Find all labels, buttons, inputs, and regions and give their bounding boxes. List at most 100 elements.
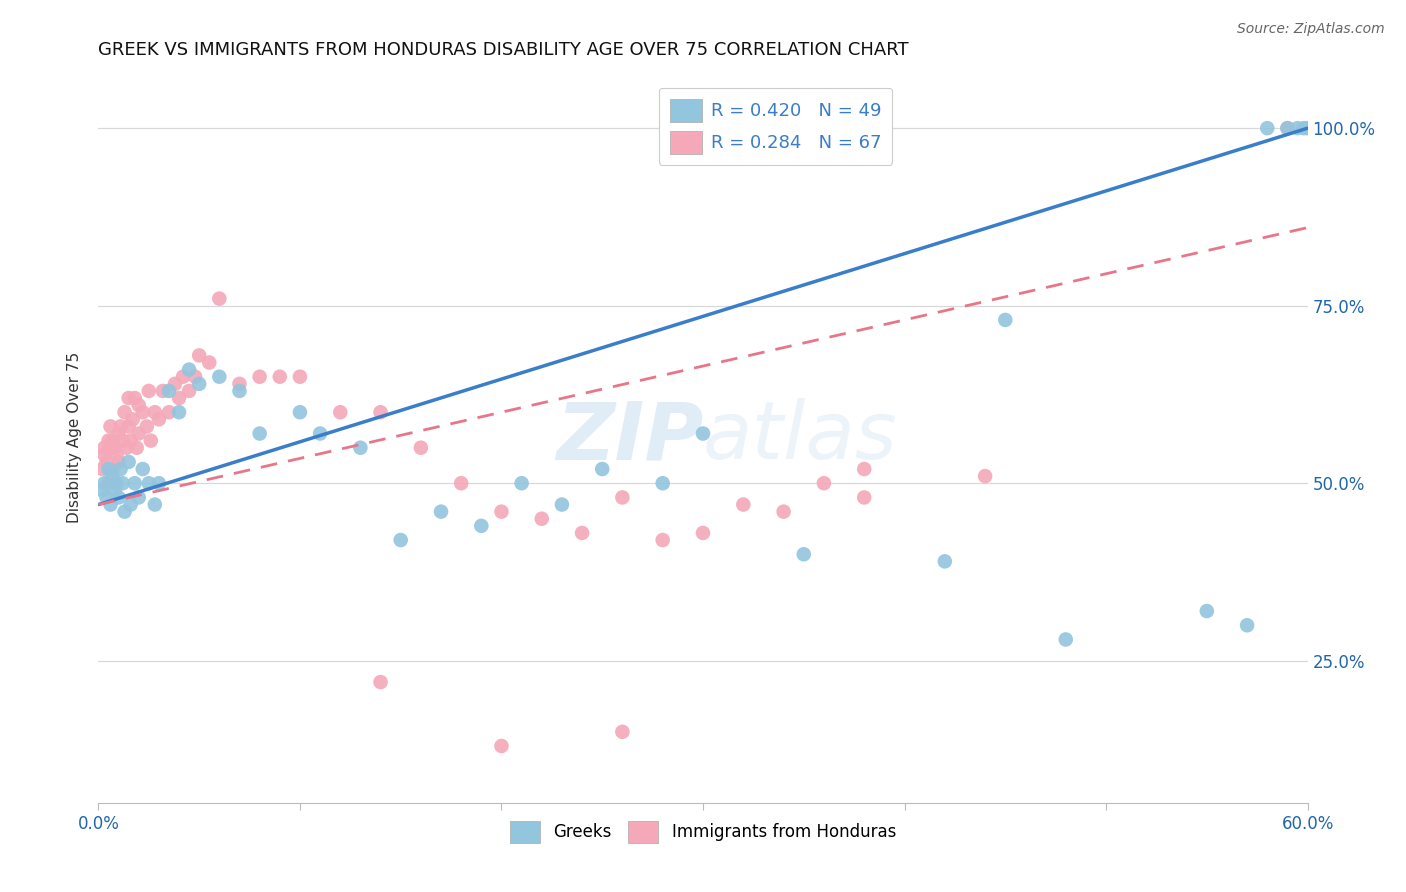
Point	[143, 405, 166, 419]
Point	[813, 476, 835, 491]
Point	[1195, 604, 1218, 618]
Point	[97, 434, 120, 448]
Point	[934, 554, 956, 568]
Point	[115, 441, 138, 455]
Point	[139, 434, 162, 448]
Point	[733, 498, 755, 512]
Point	[612, 491, 634, 505]
Point	[97, 476, 120, 491]
Point	[120, 434, 142, 448]
Point	[107, 426, 129, 441]
Point	[103, 441, 125, 455]
Point	[692, 525, 714, 540]
Point	[120, 498, 142, 512]
Point	[430, 505, 453, 519]
Point	[121, 412, 143, 426]
Point	[135, 419, 157, 434]
Point	[349, 441, 371, 455]
Point	[1256, 121, 1278, 136]
Point	[450, 476, 472, 491]
Point	[101, 462, 124, 476]
Text: GREEK VS IMMIGRANTS FROM HONDURAS DISABILITY AGE OVER 75 CORRELATION CHART: GREEK VS IMMIGRANTS FROM HONDURAS DISABI…	[98, 41, 910, 59]
Point	[974, 469, 997, 483]
Point	[163, 376, 186, 391]
Point	[228, 376, 250, 391]
Point	[651, 476, 673, 491]
Point	[132, 405, 155, 419]
Point	[772, 505, 794, 519]
Point	[111, 434, 134, 448]
Point	[132, 462, 155, 476]
Point	[288, 405, 311, 419]
Point	[100, 498, 122, 512]
Point	[228, 384, 250, 398]
Point	[188, 376, 211, 391]
Point	[1296, 121, 1319, 136]
Point	[97, 462, 120, 476]
Point	[1286, 121, 1309, 136]
Point	[1277, 121, 1299, 136]
Point	[114, 405, 136, 419]
Point	[93, 448, 115, 462]
Point	[530, 512, 553, 526]
Point	[198, 355, 221, 369]
Point	[1054, 632, 1077, 647]
Point	[994, 313, 1017, 327]
Point	[125, 441, 148, 455]
Point	[309, 426, 332, 441]
Point	[118, 391, 141, 405]
Point	[172, 369, 194, 384]
Point	[1277, 121, 1299, 136]
Point	[100, 419, 122, 434]
Point	[249, 426, 271, 441]
Point	[179, 362, 201, 376]
Point	[103, 483, 125, 498]
Point	[208, 292, 231, 306]
Point	[329, 405, 352, 419]
Point	[167, 405, 190, 419]
Point	[148, 412, 170, 426]
Point	[103, 476, 125, 491]
Point	[138, 384, 160, 398]
Point	[152, 384, 174, 398]
Point	[470, 519, 492, 533]
Point	[101, 434, 124, 448]
Point	[128, 426, 150, 441]
Point	[157, 384, 180, 398]
Point	[179, 384, 201, 398]
Point	[100, 441, 122, 455]
Point	[118, 419, 141, 434]
Point	[370, 675, 392, 690]
Point	[269, 369, 291, 384]
Point	[91, 483, 114, 498]
Point	[491, 739, 513, 753]
Point	[389, 533, 412, 547]
Text: ZIP: ZIP	[555, 398, 703, 476]
Point	[853, 491, 876, 505]
Point	[138, 476, 160, 491]
Y-axis label: Disability Age Over 75: Disability Age Over 75	[67, 351, 83, 523]
Point	[105, 476, 128, 491]
Text: atlas: atlas	[703, 398, 898, 476]
Point	[188, 348, 211, 362]
Point	[124, 476, 146, 491]
Point	[510, 476, 533, 491]
Point	[491, 505, 513, 519]
Point	[148, 476, 170, 491]
Point	[107, 491, 129, 505]
Point	[110, 462, 132, 476]
Point	[288, 369, 311, 384]
Point	[793, 547, 815, 561]
Point	[93, 441, 115, 455]
Point	[612, 724, 634, 739]
Point	[93, 476, 115, 491]
Point	[692, 426, 714, 441]
Point	[96, 491, 118, 505]
Point	[167, 391, 190, 405]
Point	[111, 476, 134, 491]
Text: Source: ZipAtlas.com: Source: ZipAtlas.com	[1237, 22, 1385, 37]
Point	[128, 491, 150, 505]
Point	[101, 469, 124, 483]
Point	[551, 498, 574, 512]
Point	[110, 419, 132, 434]
